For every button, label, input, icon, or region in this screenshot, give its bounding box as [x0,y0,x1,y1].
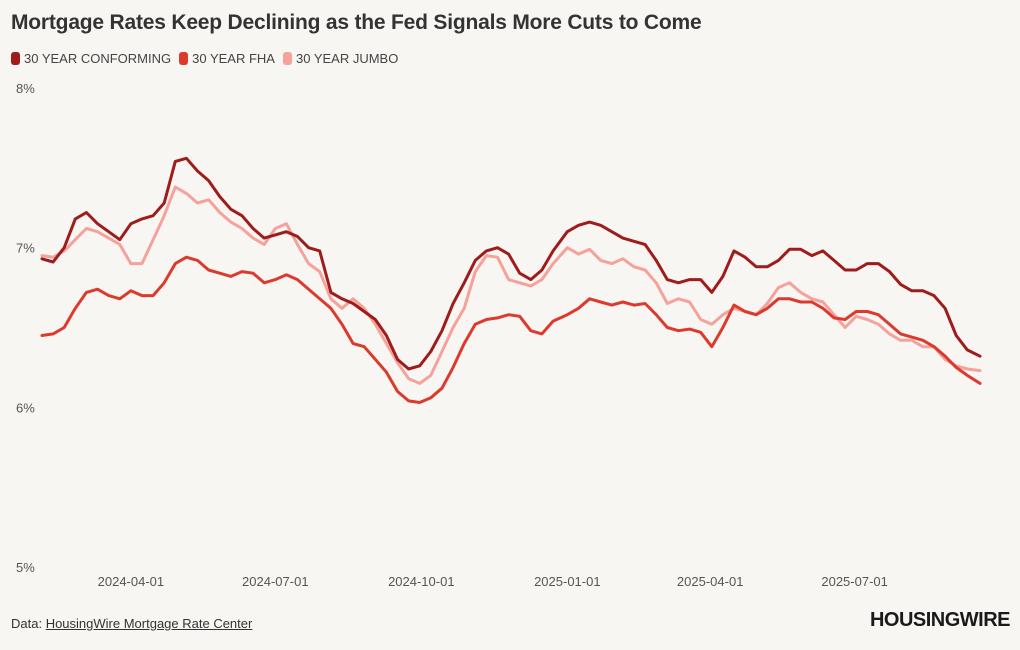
source-link[interactable]: HousingWire Mortgage Rate Center [45,616,253,631]
line-chart: 8% 7% 6% 5% 2024-04-01 2024-07-01 2024-10-01 20… [16,81,982,589]
legend-item-fha[interactable]: 30 YEAR FHA [179,51,275,66]
x-tick-label-1: 2024-07-01 [242,574,309,589]
source-note: Data: HousingWire Mortgage Rate Center [11,616,252,631]
legend: 30 YEAR CONFORMING 30 YEAR FHA 30 YEAR J… [11,51,406,66]
legend-item-conforming[interactable]: 30 YEAR CONFORMING [11,51,171,66]
x-tick-label-4: 2025-04-01 [677,574,744,589]
chart-title: Mortgage Rates Keep Declining as the Fed… [11,11,702,34]
series-line-30-year-fha [40,255,982,404]
y-tick-label-0: 8% [16,81,35,96]
legend-swatch-fha [179,52,189,65]
x-tick-label-0: 2024-04-01 [98,574,165,589]
y-tick-label-3: 5% [16,560,35,575]
x-tick-label-5: 2025-07-01 [821,574,888,589]
legend-label-fha: 30 YEAR FHA [192,51,275,66]
y-tick-label-1: 7% [16,241,35,256]
source-prefix: Data: [11,616,46,631]
housingwire-logo: HOUSINGWIRE [869,609,1011,631]
legend-item-jumbo[interactable]: 30 YEAR JUMBO [282,51,399,66]
series-line-30-year-conforming [40,156,982,371]
legend-swatch-jumbo [282,52,292,65]
series-line-30-year-jumbo [40,185,982,385]
legend-label-conforming: 30 YEAR CONFORMING [24,51,172,66]
legend-label-jumbo: 30 YEAR JUMBO [295,51,399,66]
legend-swatch-conforming [11,52,20,65]
x-tick-label-2: 2024-10-01 [388,574,455,589]
x-tick-label-3: 2025-01-01 [534,574,601,589]
y-tick-label-2: 6% [16,400,35,415]
